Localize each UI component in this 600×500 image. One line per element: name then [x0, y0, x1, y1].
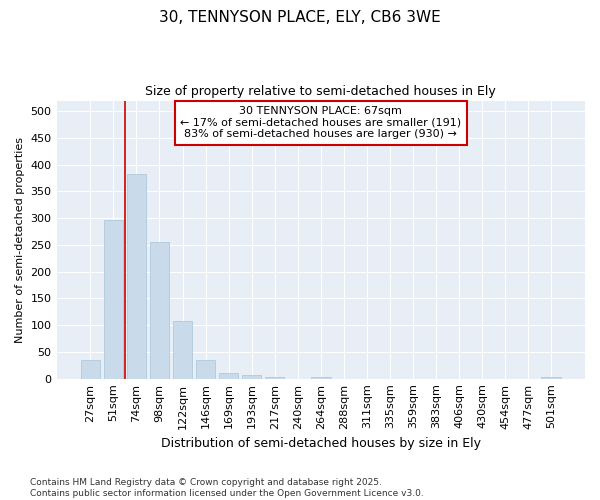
X-axis label: Distribution of semi-detached houses by size in Ely: Distribution of semi-detached houses by …	[161, 437, 481, 450]
Text: 30 TENNYSON PLACE: 67sqm
← 17% of semi-detached houses are smaller (191)
83% of : 30 TENNYSON PLACE: 67sqm ← 17% of semi-d…	[180, 106, 461, 140]
Bar	[541, 377, 561, 378]
Bar	[219, 373, 238, 378]
Bar	[265, 376, 284, 378]
Y-axis label: Number of semi-detached properties: Number of semi-detached properties	[15, 136, 25, 342]
Bar	[149, 242, 169, 378]
Bar	[173, 321, 193, 378]
Text: Contains HM Land Registry data © Crown copyright and database right 2025.
Contai: Contains HM Land Registry data © Crown c…	[30, 478, 424, 498]
Bar	[104, 220, 123, 378]
Bar	[127, 174, 146, 378]
Text: 30, TENNYSON PLACE, ELY, CB6 3WE: 30, TENNYSON PLACE, ELY, CB6 3WE	[159, 10, 441, 25]
Title: Size of property relative to semi-detached houses in Ely: Size of property relative to semi-detach…	[145, 85, 496, 98]
Bar	[311, 377, 331, 378]
Bar	[196, 360, 215, 378]
Bar	[80, 360, 100, 378]
Bar	[242, 376, 262, 378]
